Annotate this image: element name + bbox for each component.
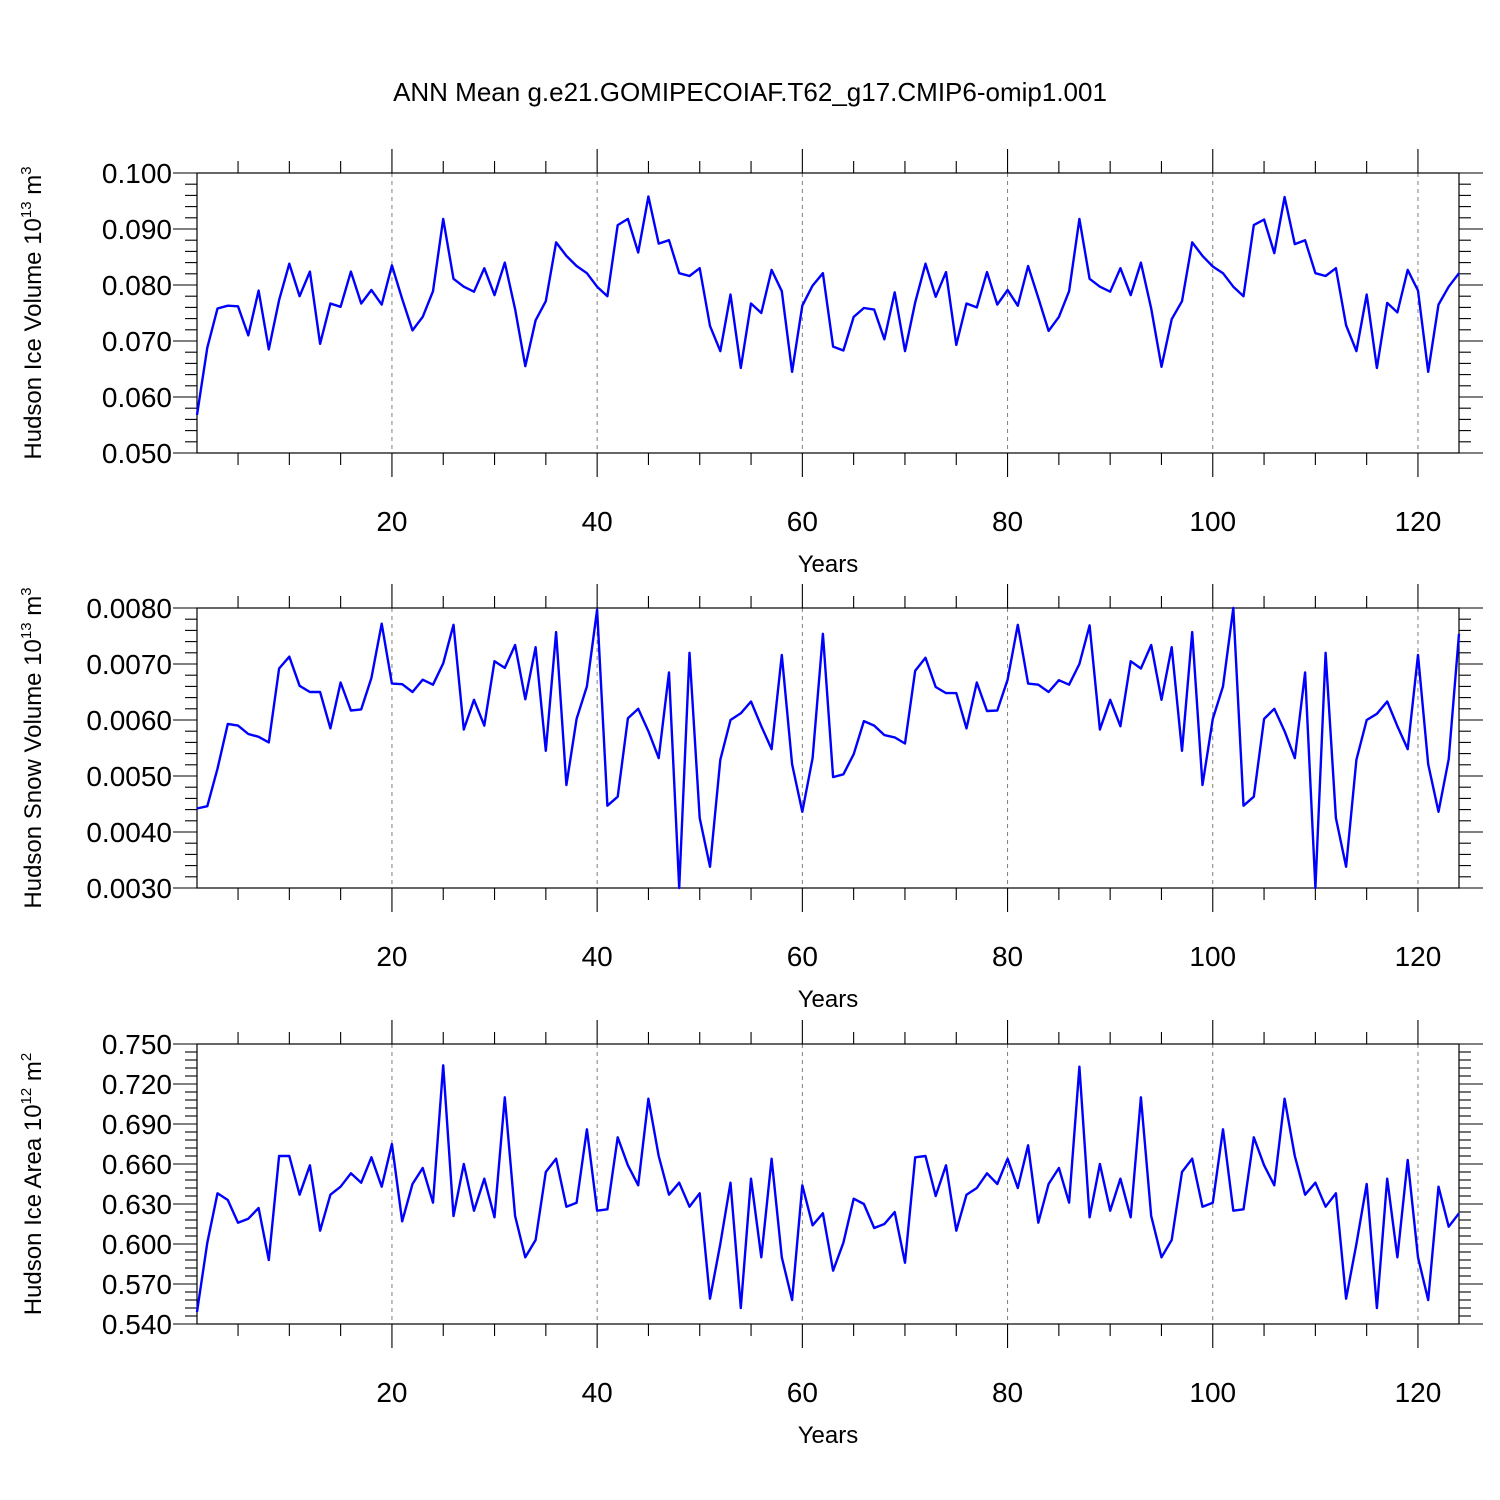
y-tick-label: 0.080 — [102, 270, 172, 301]
panel-3: 20 40 60 80 100 120 Years 0.540 0.570 0.600 0.630 0… — [18, 1020, 1483, 1449]
y-tick-label: 0.600 — [102, 1229, 172, 1260]
y-tick-label: 0.0080 — [86, 593, 172, 624]
x-tick-label: 80 — [992, 941, 1023, 972]
y-tick-label: 0.090 — [102, 214, 172, 245]
y-tick-label: 0.0050 — [86, 761, 172, 792]
y-axis-label: Hudson Ice Volume 1013 m3 — [18, 166, 47, 459]
y-axis-label: Hudson Snow Volume 1013 m3 — [18, 587, 47, 908]
y-tick-label: 0.660 — [102, 1149, 172, 1180]
y-tick-label: 0.070 — [102, 326, 172, 357]
x-tick-label: 80 — [992, 506, 1023, 537]
y-tick-label: 0.540 — [102, 1309, 172, 1340]
series-line — [196, 606, 1461, 890]
y-tick-label: 0.750 — [102, 1029, 172, 1060]
y-tick-label: 0.630 — [102, 1189, 172, 1220]
y-tick-label: 0.0030 — [86, 873, 172, 904]
x-tick-label: 60 — [787, 506, 818, 537]
x-axis-label: Years — [798, 1422, 859, 1449]
y-axis-label: Hudson Ice Area 1012 m2 — [18, 1053, 47, 1316]
panel-1: 20 40 60 80 100 120 Years 0.050 0.060 0.070 0.080 0… — [18, 149, 1483, 578]
panel-2: 20 40 60 80 100 120 Years 0.0030 0.0040 0.0050 0.0… — [18, 584, 1483, 1013]
x-tick-label: 20 — [376, 941, 407, 972]
y-tick-label: 0.050 — [102, 438, 172, 469]
y-tick-label: 0.100 — [102, 158, 172, 189]
x-tick-label: 40 — [582, 506, 613, 537]
panels: 20 40 60 80 100 120 Years 0.050 0.060 0.070 0.080 0… — [18, 149, 1483, 1449]
x-tick-label: 20 — [376, 506, 407, 537]
series-line — [195, 1064, 1460, 1313]
plot-frame — [196, 1043, 1460, 1325]
x-tick-label: 40 — [582, 941, 613, 972]
x-axis-label: Years — [798, 986, 859, 1013]
x-tick-label: 40 — [582, 1377, 613, 1408]
plot-frame — [196, 607, 1460, 889]
x-tick-label: 100 — [1189, 1377, 1236, 1408]
y-tick-label: 0.0060 — [86, 705, 172, 736]
x-tick-label: 120 — [1395, 1377, 1442, 1408]
x-tick-label: 60 — [787, 941, 818, 972]
x-tick-label: 20 — [376, 1377, 407, 1408]
y-tick-label: 0.060 — [102, 382, 172, 413]
x-tick-label: 100 — [1189, 941, 1236, 972]
y-tick-label: 0.0040 — [86, 817, 172, 848]
x-axis-label: Years — [798, 551, 859, 578]
x-tick-label: 60 — [787, 1377, 818, 1408]
plot-frame — [196, 172, 1460, 454]
y-tick-label: 0.0070 — [86, 649, 172, 680]
y-tick-label: 0.690 — [102, 1109, 172, 1140]
x-tick-label: 80 — [992, 1377, 1023, 1408]
y-tick-label: 0.720 — [102, 1069, 172, 1100]
series-line — [195, 195, 1460, 416]
x-tick-label: 100 — [1189, 506, 1236, 537]
figure-title: ANN Mean g.e21.GOMIPECOIAF.T62_g17.CMIP6… — [393, 77, 1107, 107]
x-tick-label: 120 — [1395, 941, 1442, 972]
x-tick-label: 120 — [1395, 506, 1442, 537]
y-tick-label: 0.570 — [102, 1269, 172, 1300]
